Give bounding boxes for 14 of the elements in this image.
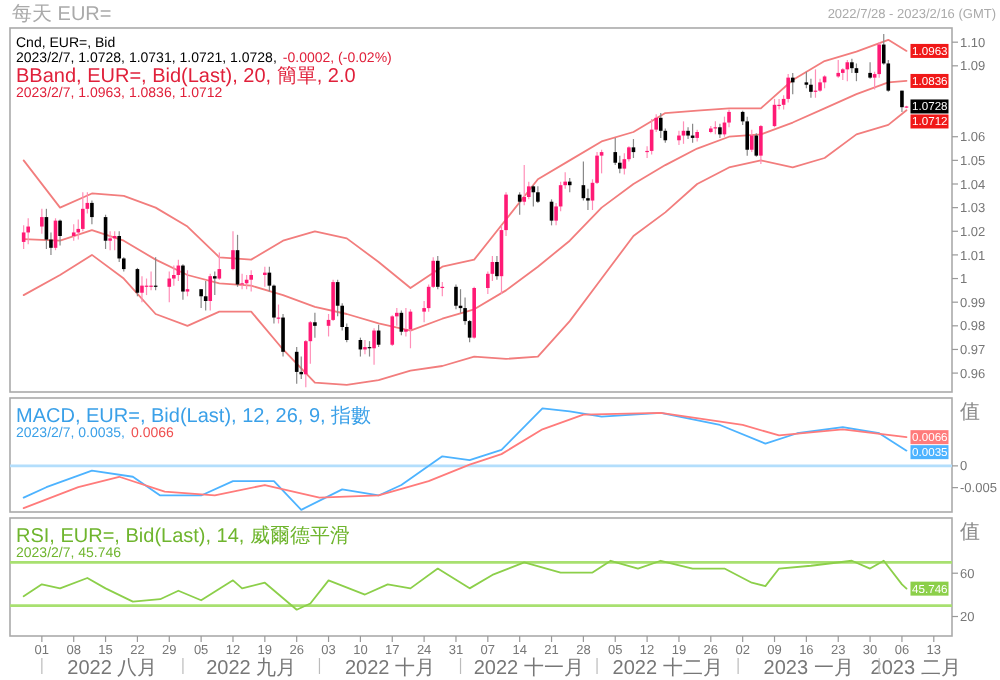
text: 2022 十一月 <box>473 656 584 680</box>
annotation: MACD, EUR=, Bid(Last), 12, 26, 9, 指數 <box>16 404 372 428</box>
text: 2022 八月 <box>67 658 158 680</box>
chart-title: 每天 EUR= <box>12 2 112 26</box>
y-axis-title: 值 <box>960 402 980 424</box>
text: 2022 九月 <box>206 656 297 680</box>
text: 2022 十二月 <box>612 656 723 680</box>
annotation: BBand, EUR=, Bid(Last), 20, 簡單, 2.0 <box>16 64 357 88</box>
text: 2022 十月 <box>344 656 436 680</box>
line-series <box>22 109 908 386</box>
annotation: RSI, EUR=, Bid(Last), 14, 威爾德平滑 <box>16 524 350 548</box>
text: 2023 二月 <box>870 658 961 680</box>
text: 2023 一月 <box>763 658 854 680</box>
y-axis-title: 值 <box>960 522 980 544</box>
